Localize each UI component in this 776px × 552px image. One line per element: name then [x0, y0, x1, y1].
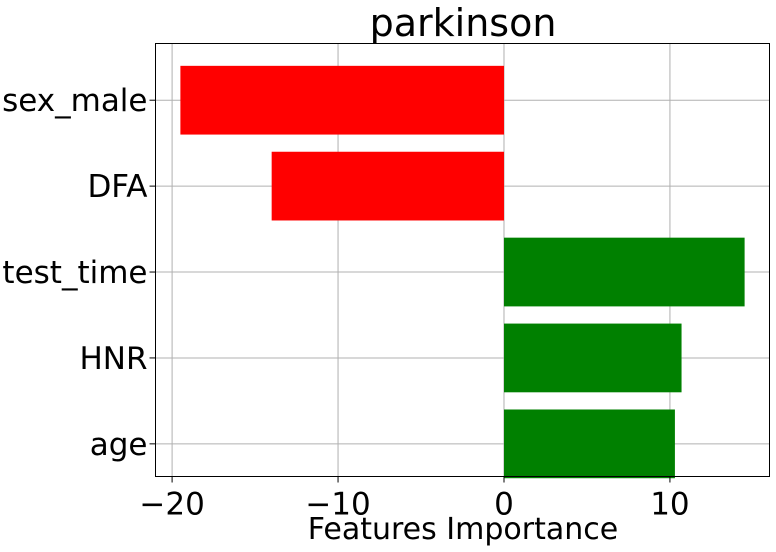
y-tick-label: DFA — [87, 169, 147, 205]
bar-HNR — [503, 323, 682, 393]
x-tick-label: −20 — [139, 487, 204, 523]
plot-frame — [155, 43, 770, 477]
chart-title: parkinson — [370, 1, 557, 45]
x-tick-label: −10 — [305, 487, 370, 523]
bar-sex-male — [180, 65, 504, 135]
x-axis-ticks: −20 −10 0 10 — [139, 476, 690, 523]
y-axis-ticks: sex_male DFA test_time HNR age — [2, 83, 156, 463]
bar-age — [503, 409, 675, 479]
bars — [180, 65, 745, 479]
y-tick-label: HNR — [79, 341, 147, 377]
y-tick-label: sex_male — [2, 83, 147, 119]
bar-DFA — [271, 151, 504, 221]
y-tick-label: test_time — [2, 255, 147, 291]
bar-test-time — [503, 237, 745, 307]
x-axis-label: Features Importance — [308, 512, 618, 547]
y-tick-label: age — [90, 427, 148, 463]
x-tick-label: 0 — [494, 487, 514, 523]
x-tick-label: 10 — [650, 487, 689, 523]
